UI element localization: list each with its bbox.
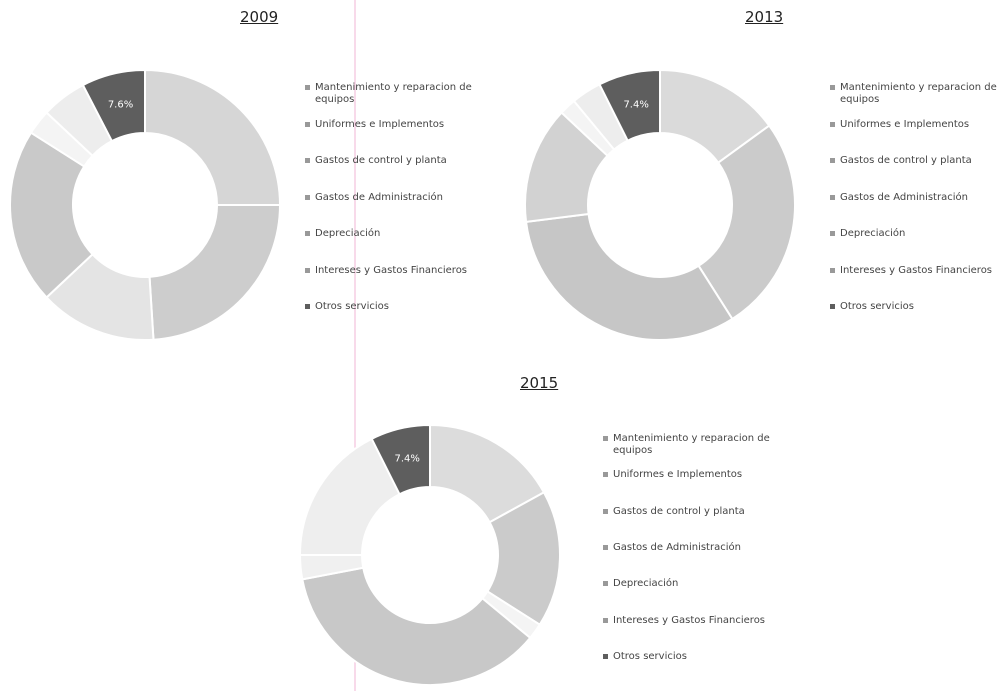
- legend-swatch: [603, 544, 608, 550]
- donut-segment: [81, 68, 146, 143]
- donut-segment: [298, 437, 401, 556]
- legend-swatch: [305, 304, 310, 309]
- data-label: 7.4%: [394, 454, 419, 465]
- legend-swatch: [830, 158, 835, 163]
- legend-entry: Gastos de control y planta: [305, 155, 505, 167]
- legend-entry: Intereses y Gastos Financieros: [830, 265, 998, 277]
- legend-entry: Depreciación: [305, 228, 505, 240]
- chart-title: 2015: [520, 374, 559, 392]
- legend-entry: Uniformes e Implementos: [603, 469, 803, 481]
- donut-segment: [148, 204, 282, 341]
- donut-segment: [697, 124, 796, 321]
- legend-entry: Gastos de control y planta: [830, 155, 998, 167]
- legend-swatch: [305, 194, 310, 200]
- legend-swatch: [603, 472, 608, 478]
- donut-segment: [144, 68, 282, 206]
- donut-segment: [370, 423, 431, 496]
- legend-entry: Intereses y Gastos Financieros: [603, 615, 803, 627]
- legend-entry: Mantenimiento y reparacion de equipos: [305, 82, 505, 106]
- legend-entry: Depreciación: [830, 228, 998, 240]
- legend-swatch: [305, 158, 310, 163]
- legend-entry: Intereses y Gastos Financieros: [305, 265, 505, 277]
- data-label: 7.6%: [108, 99, 133, 110]
- legend-swatch: [305, 85, 310, 90]
- legend-swatch: [830, 194, 835, 200]
- legend-swatch: [603, 617, 608, 623]
- legend-swatch: [305, 267, 310, 273]
- legend-entry: Gastos de Administración: [830, 192, 998, 204]
- legend-entry: Otros servicios: [830, 301, 998, 313]
- donut-segment: [524, 212, 734, 341]
- legend-entry: Mantenimiento y reparacion de equipos: [603, 433, 803, 457]
- data-label: 7.4%: [623, 99, 648, 110]
- legend-swatch: [603, 436, 608, 441]
- legend-swatch: [305, 121, 310, 127]
- legend-entry: Otros servicios: [603, 651, 803, 663]
- legend-swatch: [603, 653, 608, 659]
- legend-entry: Gastos de control y planta: [603, 506, 803, 518]
- donut-segment: [301, 566, 532, 686]
- legend-entry: Mantenimiento y reparacion de equipos: [830, 82, 998, 106]
- legend-swatch: [830, 267, 835, 273]
- legend-entry: Uniformes e Implementos: [830, 119, 998, 131]
- legend-entry: Depreciación: [603, 578, 803, 590]
- legend-swatch: [830, 121, 835, 127]
- legend-entry: Gastos de Administración: [603, 542, 803, 554]
- legend-entry: Gastos de Administración: [305, 192, 505, 204]
- chart-title: 2009: [240, 8, 279, 26]
- legend-swatch: [830, 85, 835, 90]
- legend-swatch: [603, 508, 608, 514]
- legend-swatch: [830, 231, 835, 236]
- donut-segment: [598, 68, 661, 142]
- legend-swatch: [305, 231, 310, 236]
- legend-entry: Uniformes e Implementos: [305, 119, 505, 131]
- legend-swatch: [603, 581, 608, 587]
- legend-swatch: [830, 304, 835, 309]
- legend-entry: Otros servicios: [305, 301, 505, 313]
- chart-title: 2013: [745, 8, 784, 26]
- donut-segment: [9, 131, 94, 299]
